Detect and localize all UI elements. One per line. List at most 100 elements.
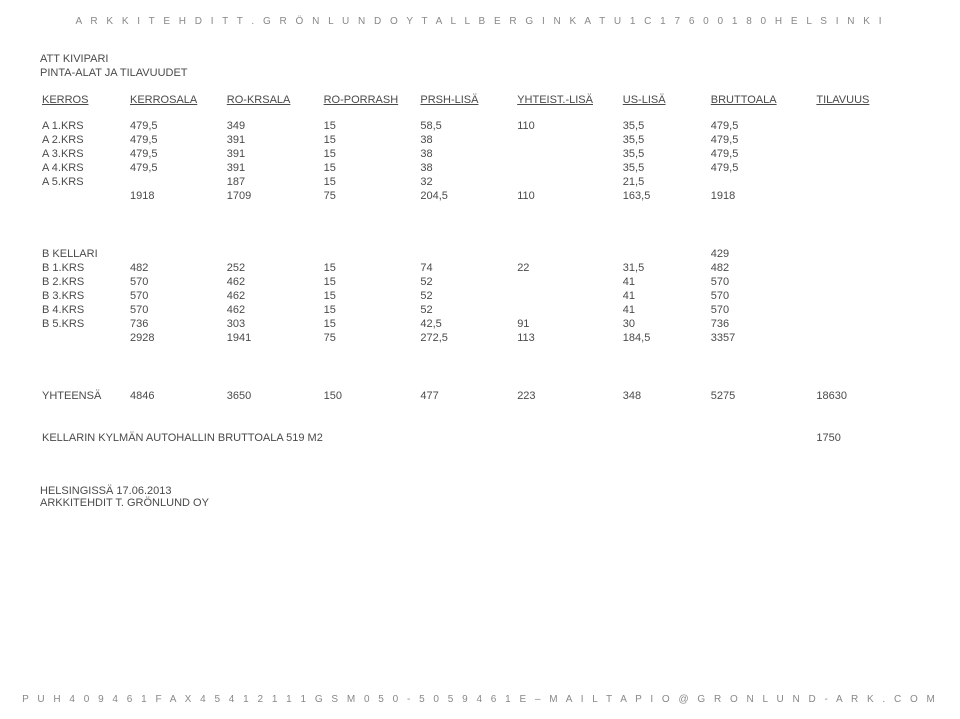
block-a-cell: 1918	[128, 189, 225, 203]
cellar-note-label: KELLARIN KYLMÄN AUTOHALLIN BRUTTOALA 519…	[40, 431, 709, 445]
block-a-cell: 110	[515, 189, 621, 203]
block-b-cell: 462	[225, 303, 322, 317]
block-a-cell: 479,5	[128, 147, 225, 161]
block-a-cell: 38	[418, 147, 515, 161]
block-a-cell	[515, 161, 621, 175]
block-b-cell	[515, 289, 621, 303]
block-a-cell: 479,5	[709, 133, 815, 147]
block-a-cell: 187	[225, 175, 322, 189]
block-a-cell: 110	[515, 119, 621, 133]
block-b-row: B 2.KRS570462155241570	[40, 275, 920, 289]
block-b-cell: 462	[225, 275, 322, 289]
block-b-row: B 3.KRS570462155241570	[40, 289, 920, 303]
block-a-cell: 349	[225, 119, 322, 133]
block-b-cell: 15	[322, 275, 419, 289]
block-a-cell: 38	[418, 133, 515, 147]
block-b-cell: 570	[709, 289, 815, 303]
block-b-cell: 15	[322, 289, 419, 303]
block-b-cell: 30	[621, 317, 709, 331]
block-a-cell: 391	[225, 133, 322, 147]
block-b-row: B 5.KRS7363031542,59130736	[40, 317, 920, 331]
b-kellari-label: B KELLARI	[40, 247, 128, 261]
block-b-cell: 303	[225, 317, 322, 331]
block-a-cell	[814, 175, 920, 189]
block-a-cell: A 1.KRS	[40, 119, 128, 133]
block-b-cell: 252	[225, 261, 322, 275]
block-a-cell: 35,5	[621, 119, 709, 133]
totals-label: YHTEENSÄ	[40, 389, 128, 403]
b-kellari-row: B KELLARI 429	[40, 247, 920, 261]
block-b-cell: 52	[418, 289, 515, 303]
block-b-cell: B 2.KRS	[40, 275, 128, 289]
col-us-lisa: US-LISÄ	[621, 93, 709, 107]
block-a-cell: 38	[418, 161, 515, 175]
letterhead-bottom: P U H 4 0 9 4 6 1 F A X 4 5 4 1 2 1 1 1 …	[0, 694, 960, 705]
block-b-cell: 31,5	[621, 261, 709, 275]
block-b-cell: 3357	[709, 331, 815, 345]
col-prsh-lisa: PRSH-LISÄ	[418, 93, 515, 107]
block-b-cell: 41	[621, 303, 709, 317]
block-a-cell: 21,5	[621, 175, 709, 189]
block-b-cell: 570	[128, 303, 225, 317]
block-b-cell: 74	[418, 261, 515, 275]
block-b-cell: 570	[128, 275, 225, 289]
block-a-cell: 58,5	[418, 119, 515, 133]
block-a-row: A 1.KRS479,53491558,511035,5479,5	[40, 119, 920, 133]
block-a-cell	[814, 133, 920, 147]
block-a-cell: A 3.KRS	[40, 147, 128, 161]
block-b-cell	[515, 275, 621, 289]
block-a-row: 1918170975204,5110163,51918	[40, 189, 920, 203]
block-a-cell: 32	[418, 175, 515, 189]
block-b-cell: 462	[225, 289, 322, 303]
totals-v4: 223	[515, 389, 621, 403]
block-b-row: B 4.KRS570462155241570	[40, 303, 920, 317]
att-line: ATT KIVIPARI	[40, 53, 920, 65]
block-b-cell: 736	[709, 317, 815, 331]
arkkitehdit-line: ARKKITEHDIT T. GRÖNLUND OY	[40, 497, 920, 509]
block-a-cell: 35,5	[621, 161, 709, 175]
block-a-cell: A 5.KRS	[40, 175, 128, 189]
block-a-cell	[40, 189, 128, 203]
block-a-cell: 35,5	[621, 147, 709, 161]
block-a-row: A 4.KRS479,5391153835,5479,5	[40, 161, 920, 175]
block-b-cell: 482	[709, 261, 815, 275]
block-a-cell: 35,5	[621, 133, 709, 147]
col-ro-krsala: RO-KRSALA	[225, 93, 322, 107]
block-a-cell	[814, 147, 920, 161]
block-a-cell: 1918	[709, 189, 815, 203]
block-a-cell: 479,5	[128, 133, 225, 147]
block-a-cell: 15	[322, 119, 419, 133]
block-b-cell: 41	[621, 289, 709, 303]
block-b-cell: B 1.KRS	[40, 261, 128, 275]
block-a-row: A 3.KRS479,5391153835,5479,5	[40, 147, 920, 161]
block-b-cell: 113	[515, 331, 621, 345]
block-b-cell: 42,5	[418, 317, 515, 331]
block-b-cell	[814, 275, 920, 289]
block-a-cell: A 4.KRS	[40, 161, 128, 175]
block-b-cell: 570	[709, 303, 815, 317]
block-b-cell	[814, 317, 920, 331]
helsinki-date: HELSINGISSÄ 17.06.2013	[40, 485, 920, 497]
totals-v2: 150	[322, 389, 419, 403]
block-b-cell: B 3.KRS	[40, 289, 128, 303]
block-a-cell: 204,5	[418, 189, 515, 203]
block-a-cell: 15	[322, 161, 419, 175]
block-a-cell: 1709	[225, 189, 322, 203]
block-b-cell: 570	[709, 275, 815, 289]
block-a-cell	[515, 133, 621, 147]
totals-v6: 5275	[709, 389, 815, 403]
block-a-cell	[709, 175, 815, 189]
block-b-cell: 41	[621, 275, 709, 289]
header-row: KERROS KERROSALA RO-KRSALA RO-PORRASH PR…	[40, 93, 920, 107]
block-b-cell: B 4.KRS	[40, 303, 128, 317]
block-a-cell	[814, 119, 920, 133]
b-kellari-value: 429	[709, 247, 815, 261]
block-b-row: B 1.KRS48225215742231,5482	[40, 261, 920, 275]
block-a-cell	[515, 147, 621, 161]
letterhead-top: A R K K I T E H D I T T . G R Ö N L U N …	[40, 16, 920, 27]
block-b-cell: 75	[322, 331, 419, 345]
col-tilavuus: TILAVUUS	[814, 93, 920, 107]
block-b-cell: 52	[418, 303, 515, 317]
block-b-cell: 2928	[128, 331, 225, 345]
block-a-cell: 15	[322, 175, 419, 189]
